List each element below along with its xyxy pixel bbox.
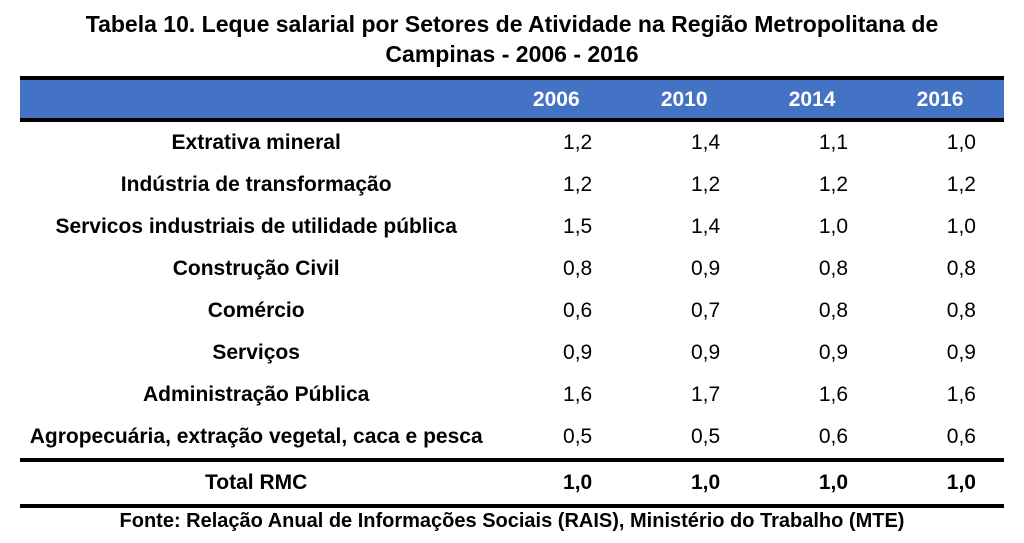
- cell: 1,1: [748, 120, 876, 164]
- row-label: Indústria de transformação: [20, 164, 492, 206]
- cell: 1,0: [876, 206, 1004, 248]
- row-label: Administração Pública: [20, 374, 492, 416]
- table-title: Tabela 10. Leque salarial por Setores de…: [62, 10, 962, 70]
- cell: 0,9: [620, 248, 748, 290]
- cell: 0,8: [748, 290, 876, 332]
- cell: 0,9: [748, 332, 876, 374]
- cell: 1,6: [876, 374, 1004, 416]
- header-year-1: 2010: [620, 78, 748, 120]
- cell: 0,8: [748, 248, 876, 290]
- table-row: Serviços 0,9 0,9 0,9 0,9: [20, 332, 1004, 374]
- table-row: Extrativa mineral 1,2 1,4 1,1 1,0: [20, 120, 1004, 164]
- table-row: Construção Civil 0,8 0,9 0,8 0,8: [20, 248, 1004, 290]
- cell: 0,6: [876, 416, 1004, 460]
- total-cell: 1,0: [492, 460, 620, 506]
- cell: 1,2: [492, 164, 620, 206]
- table-row: Comércio 0,6 0,7 0,8 0,8: [20, 290, 1004, 332]
- header-year-3: 2016: [876, 78, 1004, 120]
- cell: 0,9: [492, 332, 620, 374]
- cell: 1,6: [492, 374, 620, 416]
- total-cell: 1,0: [620, 460, 748, 506]
- row-label: Construção Civil: [20, 248, 492, 290]
- table-row: Agropecuária, extração vegetal, caca e p…: [20, 416, 1004, 460]
- cell: 0,8: [876, 248, 1004, 290]
- table-source: Fonte: Relação Anual de Informações Soci…: [20, 510, 1004, 533]
- cell: 0,6: [492, 290, 620, 332]
- cell: 0,7: [620, 290, 748, 332]
- row-label: Extrativa mineral: [20, 120, 492, 164]
- row-label: Agropecuária, extração vegetal, caca e p…: [20, 416, 492, 460]
- total-label: Total RMC: [20, 460, 492, 506]
- cell: 0,5: [492, 416, 620, 460]
- table-row: Indústria de transformação 1,2 1,2 1,2 1…: [20, 164, 1004, 206]
- cell: 1,2: [492, 120, 620, 164]
- header-year-2: 2014: [748, 78, 876, 120]
- cell: 1,2: [620, 164, 748, 206]
- cell: 0,6: [748, 416, 876, 460]
- table-row: Servicos industriais de utilidade públic…: [20, 206, 1004, 248]
- cell: 0,9: [876, 332, 1004, 374]
- row-label: Servicos industriais de utilidade públic…: [20, 206, 492, 248]
- table-row: Administração Pública 1,6 1,7 1,6 1,6: [20, 374, 1004, 416]
- cell: 1,2: [748, 164, 876, 206]
- total-cell: 1,0: [876, 460, 1004, 506]
- cell: 0,5: [620, 416, 748, 460]
- cell: 0,9: [620, 332, 748, 374]
- row-label: Serviços: [20, 332, 492, 374]
- header-year-0: 2006: [492, 78, 620, 120]
- cell: 1,5: [492, 206, 620, 248]
- cell: 1,7: [620, 374, 748, 416]
- header-blank: [20, 78, 492, 120]
- cell: 0,8: [492, 248, 620, 290]
- table-total-row: Total RMC 1,0 1,0 1,0 1,0: [20, 460, 1004, 506]
- cell: 1,4: [620, 120, 748, 164]
- cell: 1,6: [748, 374, 876, 416]
- cell: 1,0: [876, 120, 1004, 164]
- table-header-row: 2006 2010 2014 2016: [20, 78, 1004, 120]
- cell: 1,2: [876, 164, 1004, 206]
- cell: 0,8: [876, 290, 1004, 332]
- cell: 1,4: [620, 206, 748, 248]
- cell: 1,0: [748, 206, 876, 248]
- salary-table: 2006 2010 2014 2016 Extrativa mineral 1,…: [20, 76, 1004, 508]
- row-label: Comércio: [20, 290, 492, 332]
- total-cell: 1,0: [748, 460, 876, 506]
